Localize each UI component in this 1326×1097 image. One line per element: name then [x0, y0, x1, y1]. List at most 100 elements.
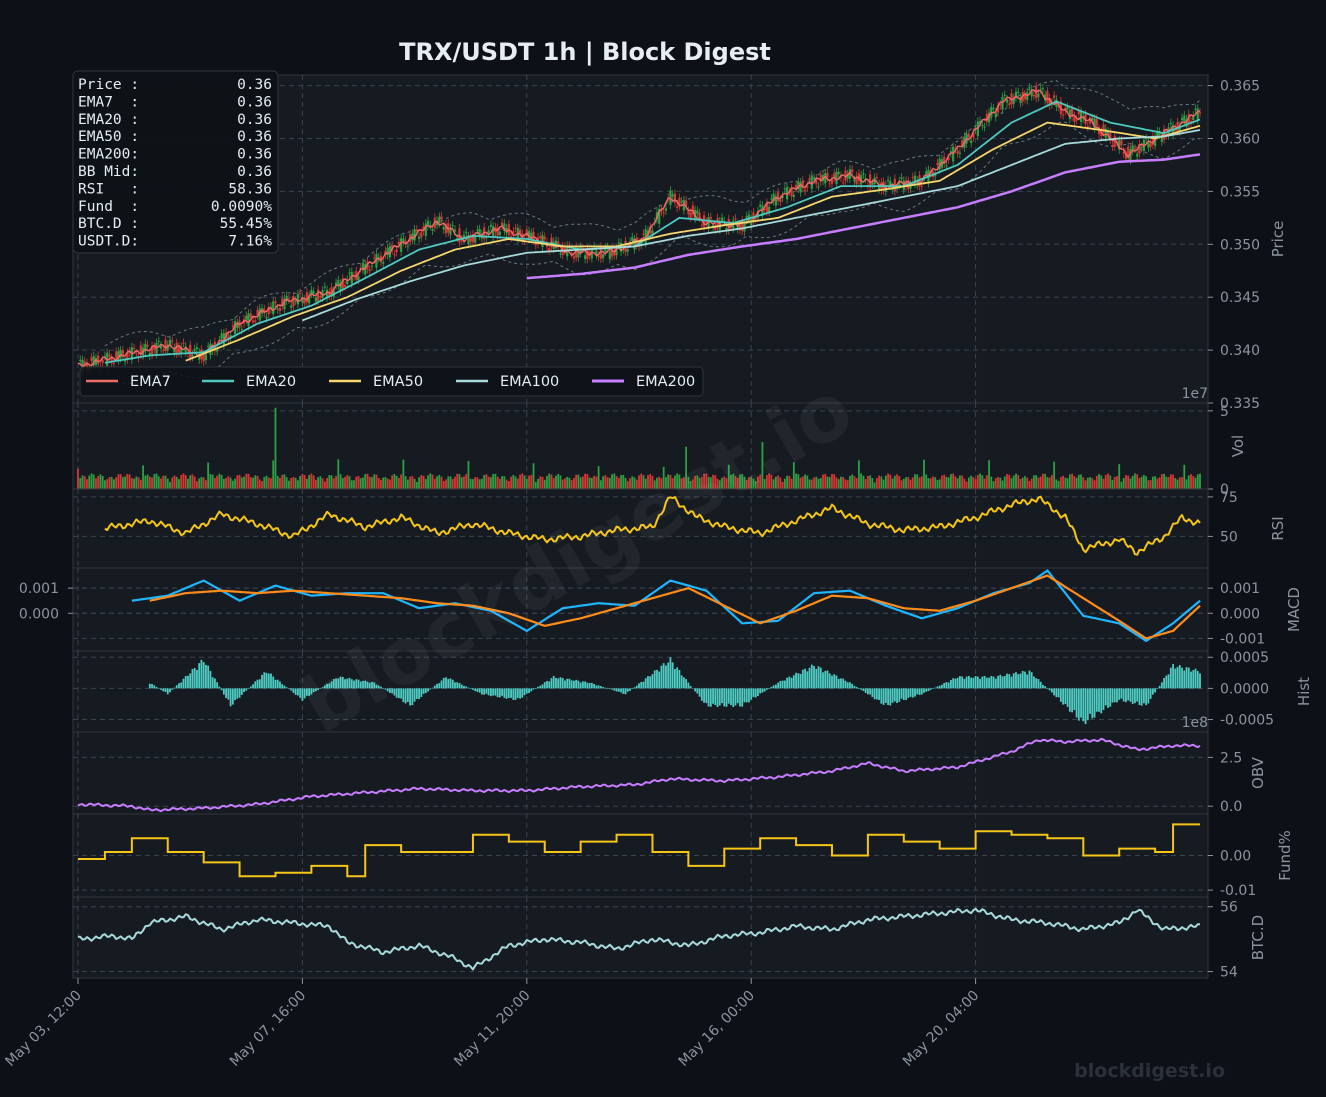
volume-bar [822, 474, 824, 489]
candle-body [267, 306, 270, 315]
volume-bar [745, 479, 748, 489]
hist-bar [662, 663, 665, 689]
hist-bar [858, 688, 860, 689]
hist-bar [1172, 664, 1174, 689]
hist-bar [920, 688, 923, 695]
hist-bar [420, 688, 423, 698]
volume-bar [431, 474, 434, 489]
volume-bar [438, 474, 441, 489]
candle-body [572, 256, 576, 259]
volume-bar [772, 479, 775, 489]
candle-body [1185, 119, 1188, 127]
hist-bar [472, 688, 474, 690]
candle-body [581, 247, 584, 249]
hist-bar [752, 688, 755, 698]
volume-bar [862, 475, 865, 489]
hist-bar [389, 688, 391, 693]
hist-bar [873, 688, 876, 700]
volume-bar [157, 476, 160, 489]
hist-bar [234, 688, 236, 701]
hist-bar [494, 688, 497, 696]
hist-bar [445, 677, 447, 689]
hist-bar [698, 688, 701, 697]
candle-body [644, 229, 647, 244]
hist-bar [1080, 688, 1082, 718]
hist-bar [418, 688, 420, 700]
volume-bar [357, 475, 360, 489]
hist-bar [1109, 688, 1112, 707]
hist-bar [400, 688, 403, 699]
volume-bar [440, 476, 443, 489]
candle-body [1093, 118, 1096, 129]
volume-bar [436, 476, 438, 489]
hist-bar [700, 688, 703, 701]
candle-body [1077, 110, 1080, 115]
candle-body [972, 132, 975, 138]
hist-bar [344, 679, 346, 689]
volume-bar [1136, 474, 1139, 489]
volume-bar [393, 474, 396, 489]
candle-body [168, 339, 172, 345]
hist-bar [438, 683, 441, 689]
hist-bar [981, 676, 984, 689]
volume-bar [137, 477, 140, 489]
candle-body [429, 224, 432, 226]
hist-bar [319, 688, 322, 689]
hist-bar [436, 683, 438, 689]
volume-bar [344, 476, 346, 489]
hist-bar [1064, 688, 1067, 705]
candle-body [173, 347, 176, 353]
volume-bar [128, 474, 131, 489]
candle-body [290, 305, 293, 308]
volume-bar [777, 475, 780, 489]
volume-bar [577, 474, 580, 489]
volume-bar [573, 477, 575, 489]
candle-body [202, 354, 205, 362]
hist-bar [310, 688, 313, 695]
candle-body [204, 354, 208, 361]
hist-bar [658, 671, 661, 689]
hist-bar [1169, 667, 1172, 689]
info-label: BB Mid: [78, 164, 139, 180]
hist-bar [584, 681, 587, 689]
hist-bar [909, 688, 912, 697]
hist-bar [332, 679, 335, 689]
volume-bar [95, 478, 97, 489]
volume-bar [658, 476, 661, 489]
hist-bar [806, 671, 809, 689]
volume-bar [187, 478, 189, 489]
volume-bar [790, 478, 793, 489]
hist-bar [424, 688, 427, 694]
candle-body [1005, 99, 1009, 103]
volume-bar [220, 474, 223, 489]
candle-body [207, 346, 210, 348]
hist-bar [272, 676, 275, 689]
candle-body [705, 221, 708, 223]
hist-bar [846, 682, 849, 689]
volume-bar [151, 477, 153, 489]
hist-bar [638, 683, 640, 689]
hist-bar [1160, 682, 1163, 689]
hist-bar [283, 685, 286, 689]
hist-bar [570, 680, 573, 689]
candle-body [296, 294, 300, 305]
volume-bar [700, 476, 703, 489]
volume-bar [117, 474, 120, 489]
volume-bar [507, 481, 510, 489]
volume-bar [718, 480, 721, 489]
hist-bar [1136, 688, 1139, 702]
candle-body [133, 348, 136, 350]
hist-bar [290, 688, 293, 691]
candle-body [231, 325, 234, 327]
candle-body [166, 344, 169, 351]
hist-bar [326, 683, 328, 689]
volume-bar [505, 479, 508, 489]
candle-body [164, 339, 167, 351]
volume-bar [875, 478, 878, 489]
candle-body [373, 257, 376, 259]
info-value: 58.36 [228, 181, 272, 197]
candle-body [631, 236, 634, 241]
hist-bar [382, 688, 385, 689]
hist-bar [871, 688, 874, 698]
volume-bar [588, 477, 591, 489]
